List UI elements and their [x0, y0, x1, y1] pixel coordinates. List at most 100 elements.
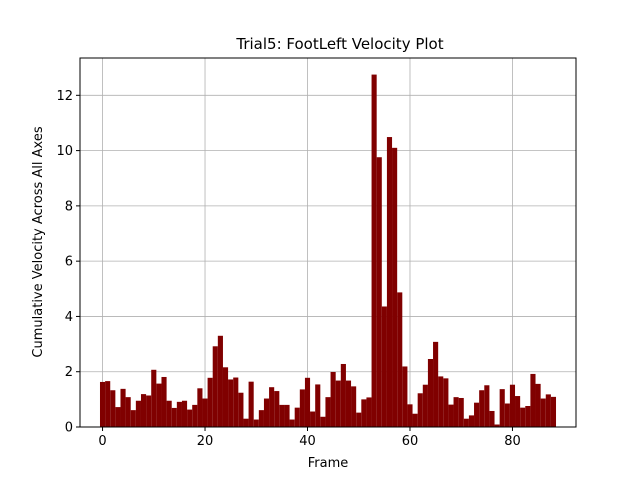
histogram-bar [520, 407, 526, 427]
x-tick-label: 40 [299, 434, 316, 449]
histogram-bar [171, 407, 177, 427]
histogram-bar [515, 396, 521, 427]
histogram-bar [345, 380, 352, 427]
histogram-bars [99, 74, 557, 428]
histogram-bar [335, 380, 341, 427]
histogram-bar [330, 371, 336, 427]
histogram-bar [289, 419, 295, 427]
histogram-bar [484, 385, 490, 427]
histogram-bar [525, 405, 531, 427]
x-tick-label: 60 [402, 434, 419, 449]
x-axis-label: Frame [308, 456, 349, 471]
y-tick-label: 6 [65, 255, 73, 270]
histogram-bar [299, 389, 305, 427]
histogram-bar [99, 381, 106, 427]
histogram-bar [433, 341, 439, 427]
histogram-bar [269, 387, 275, 427]
histogram-bar [263, 398, 270, 427]
histogram-bar [412, 413, 418, 427]
histogram-bar [284, 404, 290, 427]
histogram-bar [397, 292, 403, 427]
histogram-bar [304, 377, 311, 427]
histogram-bar [135, 400, 141, 427]
histogram-bar [356, 412, 362, 427]
histogram-bar [212, 346, 218, 427]
histogram-bar [366, 397, 372, 427]
histogram-bar [463, 418, 469, 427]
y-axis-label: Cumulative Velocity Across All Axes [31, 126, 46, 357]
histogram-bar [120, 388, 126, 427]
x-tick-label: 20 [197, 434, 214, 449]
axes-frame [79, 57, 577, 428]
histogram-bar [386, 137, 393, 427]
histogram-bar [156, 383, 162, 427]
histogram-bar [351, 386, 357, 427]
histogram-bar [228, 379, 234, 427]
histogram-bar [402, 366, 408, 427]
grid-lines [80, 58, 576, 428]
histogram-bar [427, 359, 434, 427]
histogram-bar [438, 376, 444, 427]
histogram-bar [197, 388, 203, 427]
histogram-bar [238, 392, 244, 427]
histogram-bar [166, 400, 172, 427]
histogram-bar [161, 376, 167, 427]
histogram-bar [258, 410, 264, 427]
x-tick-label: 0 [98, 434, 106, 449]
x-tick-label: 80 [504, 434, 521, 449]
histogram-bar [494, 424, 500, 427]
histogram-bar [340, 363, 346, 427]
axis-ticks: 0 20 40 60 80 0 2 4 6 8 10 12 [56, 89, 520, 449]
y-tick-label: 8 [65, 199, 73, 214]
y-tick-label: 4 [65, 310, 73, 325]
y-tick-label: 10 [56, 144, 73, 159]
histogram-bar [535, 383, 541, 427]
histogram-bar [479, 390, 485, 427]
histogram-bar [509, 384, 516, 427]
histogram-bar [468, 415, 475, 427]
histogram-bar [499, 389, 505, 427]
histogram-bar [422, 384, 428, 427]
histogram-bar [310, 411, 316, 427]
histogram-bar [417, 393, 423, 427]
histogram-bar [130, 410, 136, 427]
histogram-bar [320, 416, 326, 427]
histogram-bar [243, 418, 249, 427]
histogram-bar [248, 381, 254, 427]
histogram-bar [376, 157, 382, 427]
histogram-bar [458, 397, 464, 427]
histogram-bar [371, 74, 377, 428]
histogram-bar [222, 367, 229, 427]
histogram-bar [381, 306, 387, 427]
y-tick-label: 12 [56, 89, 73, 104]
histogram-bar [443, 378, 449, 427]
histogram-bar [407, 404, 413, 427]
histogram-bar [504, 403, 510, 427]
histogram-bar [279, 404, 285, 427]
histogram-bar [151, 369, 157, 427]
histogram-bar [253, 419, 259, 427]
histogram-bar [315, 384, 321, 427]
histogram-bar [176, 401, 182, 427]
histogram-bar [217, 335, 223, 427]
histogram-bar [448, 404, 454, 427]
histogram-bar [192, 404, 198, 427]
histogram-bar [453, 397, 459, 427]
y-tick-label: 0 [65, 421, 73, 436]
histogram-bar [361, 399, 367, 427]
histogram-bar [115, 407, 121, 427]
histogram-bar [233, 377, 239, 427]
histogram-bar [146, 395, 152, 427]
histogram-bar [181, 400, 188, 427]
histogram-bar [392, 147, 398, 427]
histogram-bar [294, 407, 300, 427]
y-tick-label: 2 [65, 365, 73, 380]
histogram-bar [325, 397, 331, 427]
histogram-bar [187, 409, 193, 427]
histogram-bar [530, 373, 536, 427]
histogram-bar [550, 396, 557, 427]
histogram-bar [140, 394, 147, 427]
histogram-bar [207, 377, 213, 427]
histogram-bar [125, 397, 131, 427]
